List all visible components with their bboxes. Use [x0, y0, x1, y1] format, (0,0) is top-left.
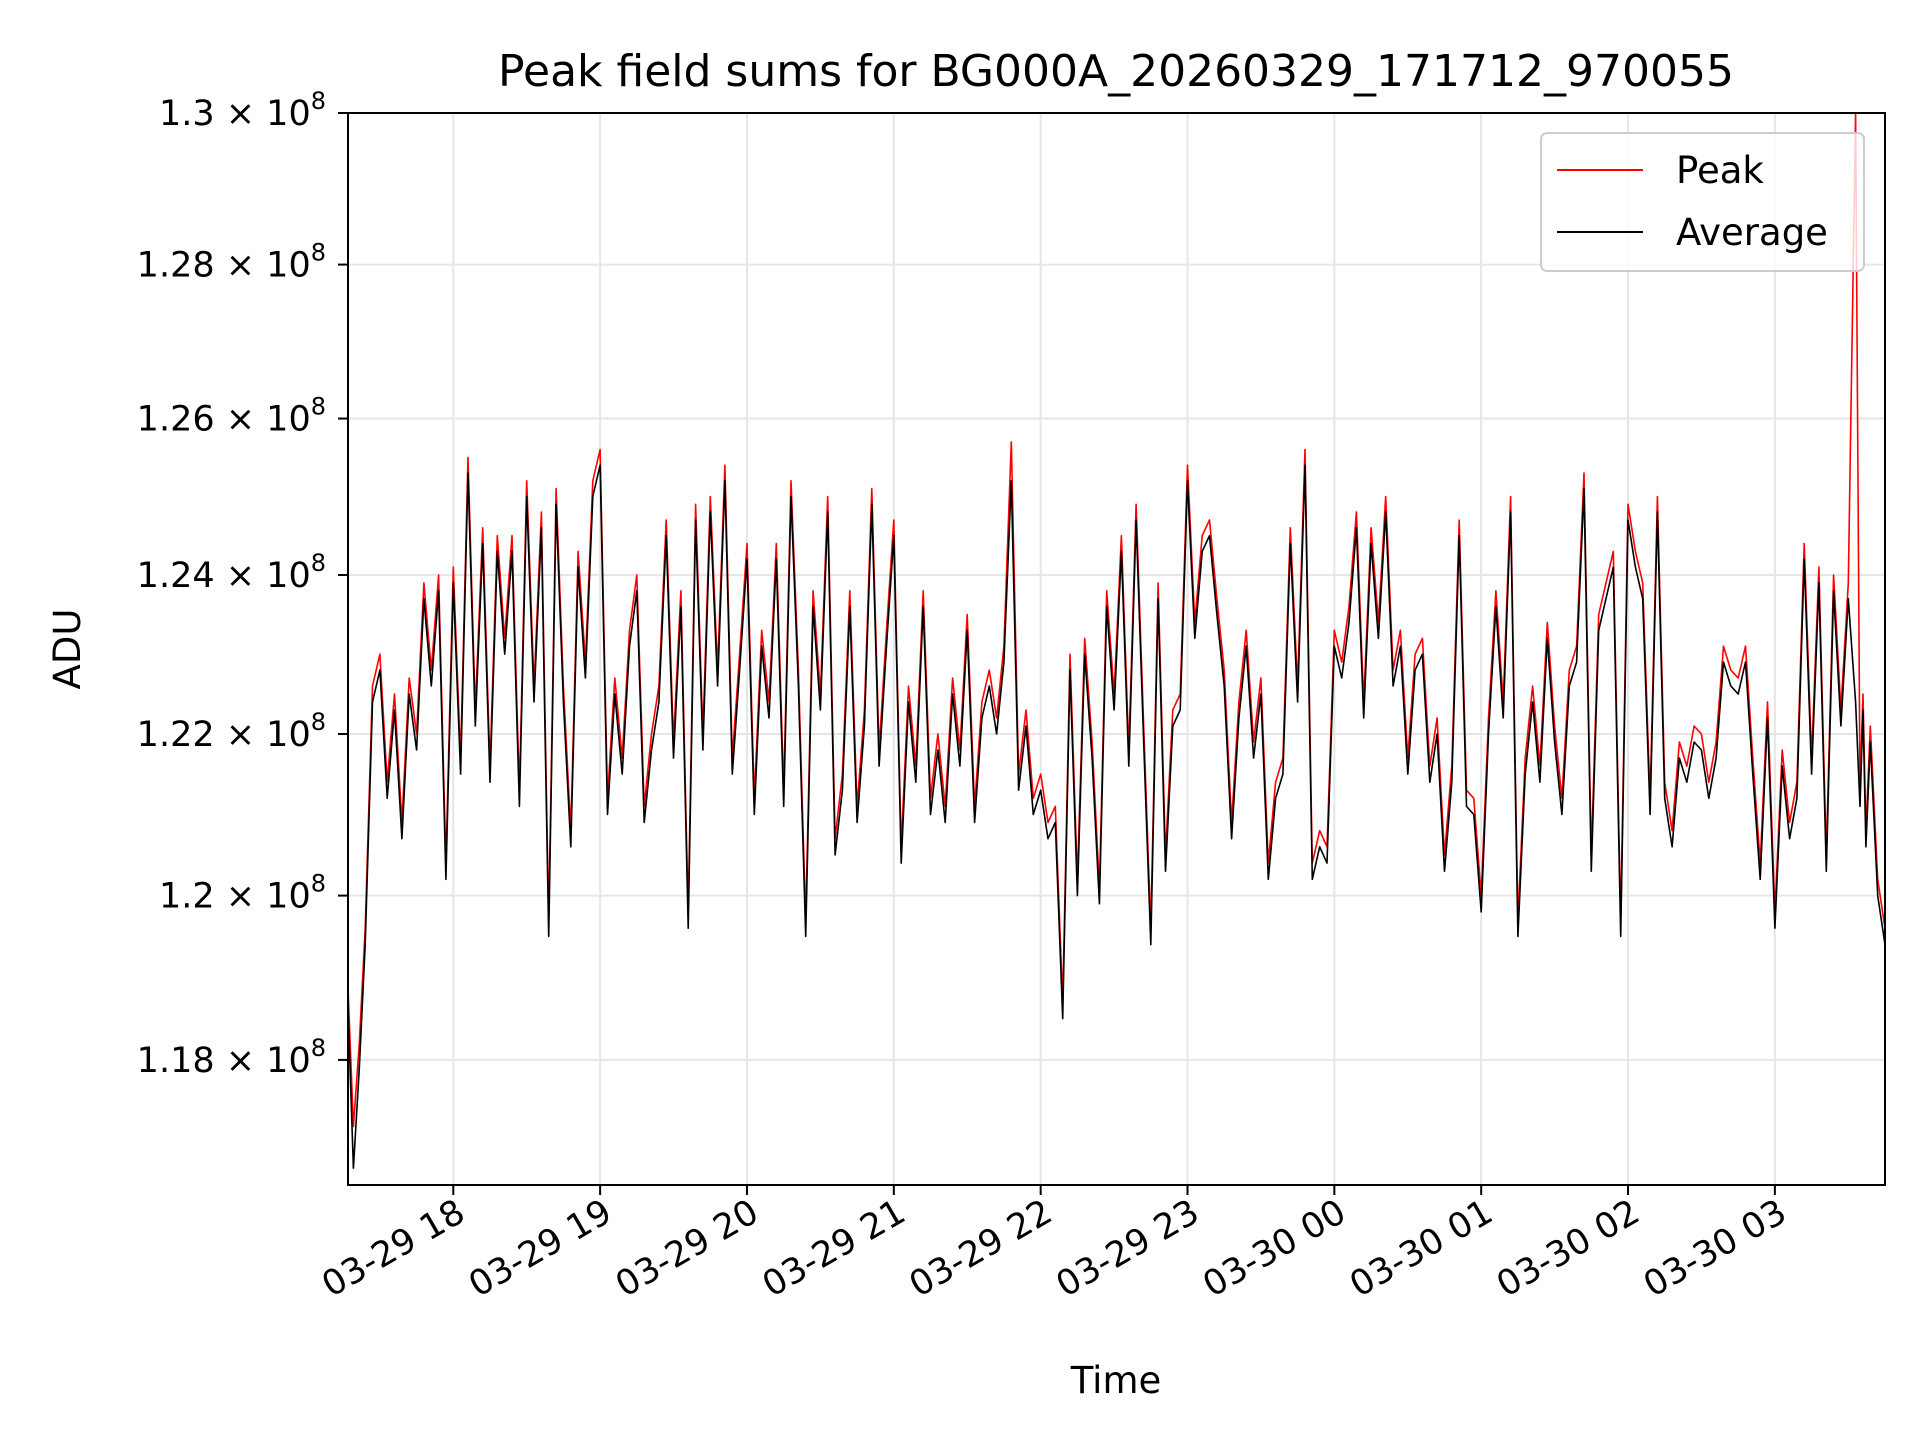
legend-average-label: Average — [1676, 211, 1828, 254]
legend-box — [1540, 132, 1865, 272]
grid-layer — [348, 112, 1885, 1185]
series-layer — [348, 113, 1885, 1169]
series-line-average — [348, 464, 1885, 1169]
y-tick-label: 1.3 × 108 — [159, 87, 326, 134]
legend: Peak Average — [1540, 132, 1865, 272]
y-tick-label: 1.22 × 108 — [137, 708, 326, 755]
y-tick-label: 1.24 × 108 — [137, 549, 326, 596]
y-tick-label: 1.26 × 108 — [137, 393, 326, 440]
chart-title: Peak field sums for BG000A_20260329_1717… — [498, 46, 1734, 97]
y-tick-label: 1.18 × 108 — [137, 1034, 326, 1081]
plot-frame — [347, 112, 1886, 1186]
y-tick-label: 1.28 × 108 — [137, 239, 326, 286]
y-tick-label: 1.2 × 108 — [159, 870, 326, 917]
y-axis-label: ADU — [46, 609, 89, 690]
x-axis-label: Time — [1070, 1359, 1162, 1402]
legend-peak-label: Peak — [1676, 149, 1764, 192]
